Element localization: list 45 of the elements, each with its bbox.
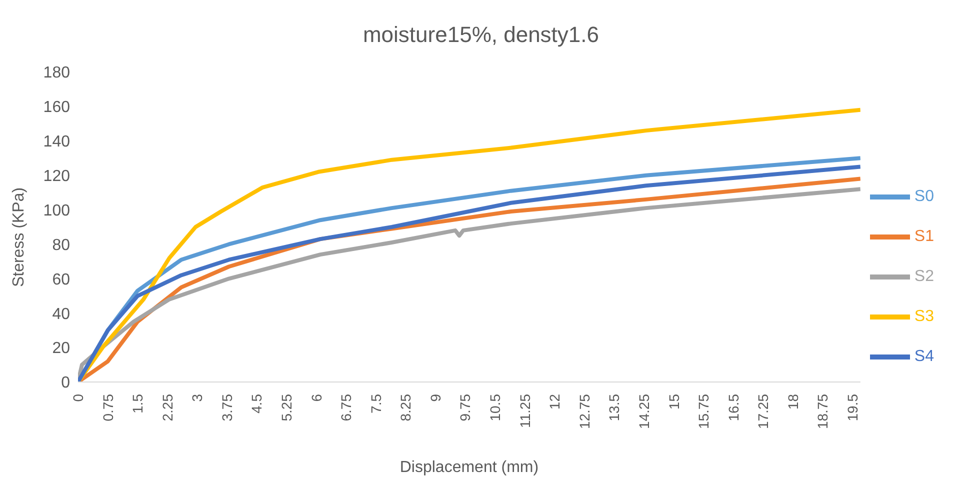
x-tick-label: 3 bbox=[189, 394, 206, 402]
y-tick-label: 80 bbox=[52, 236, 70, 254]
x-tick-label: 11.25 bbox=[516, 394, 533, 428]
y-tick-label: 40 bbox=[52, 306, 70, 323]
y-tick-label: 180 bbox=[43, 64, 70, 82]
y-tick-label: 100 bbox=[43, 202, 70, 220]
x-tick-label: 17.25 bbox=[755, 394, 772, 430]
y-tick-label: 120 bbox=[43, 168, 70, 186]
x-tick-label: 15 bbox=[666, 394, 682, 410]
x-tick-label: 6.75 bbox=[338, 394, 354, 422]
x-tick-label: 15.75 bbox=[696, 394, 712, 430]
x-tick-label: 18 bbox=[784, 394, 801, 410]
x-tick-label: 7.5 bbox=[368, 394, 384, 414]
x-tick-label: 0.75 bbox=[100, 394, 116, 422]
x-tick-label: 18.75 bbox=[814, 394, 831, 430]
legend-label: S1 bbox=[914, 228, 934, 246]
legend-label: S2 bbox=[914, 268, 934, 286]
line-series bbox=[78, 108, 860, 382]
legend-label: S0 bbox=[914, 188, 934, 206]
x-tick-label: 4.5 bbox=[248, 394, 265, 414]
x-tick-label: 9 bbox=[427, 394, 444, 402]
x-tick-label: 6 bbox=[308, 394, 324, 402]
x-tick-label: 2.25 bbox=[159, 394, 176, 422]
x-tick-label: 3.75 bbox=[218, 394, 235, 422]
y-tick-label: 60 bbox=[52, 271, 70, 288]
legend-label: S4 bbox=[914, 348, 934, 366]
x-tick-label: 8.25 bbox=[398, 394, 414, 422]
x-tick-label: 1.5 bbox=[130, 394, 146, 414]
chart-title: moisture15%, densty1.6 bbox=[362, 21, 600, 49]
x-tick-label: 12 bbox=[546, 394, 563, 410]
y-tick-label: 160 bbox=[43, 99, 70, 116]
x-tick-label: 9.75 bbox=[457, 394, 474, 422]
x-tick-label: 14.25 bbox=[636, 394, 652, 430]
x-tick-label: 16.5 bbox=[725, 394, 742, 422]
y-tick-label: 20 bbox=[52, 340, 70, 358]
x-tick-label: 10.5 bbox=[487, 394, 504, 422]
y-tick-label: 140 bbox=[43, 134, 70, 151]
x-tick-label: 0 bbox=[70, 394, 86, 402]
x-axis-title: Displacement (mm) bbox=[400, 459, 539, 476]
x-tick-label: 12.75 bbox=[576, 394, 592, 430]
x-tick-label: 13.5 bbox=[606, 394, 622, 422]
y-axis-title: Steress (KPa) bbox=[10, 187, 28, 287]
x-tick-label: 19.5 bbox=[844, 394, 860, 422]
x-tick-label: 5.25 bbox=[278, 394, 295, 422]
legend-label: S3 bbox=[914, 308, 934, 326]
